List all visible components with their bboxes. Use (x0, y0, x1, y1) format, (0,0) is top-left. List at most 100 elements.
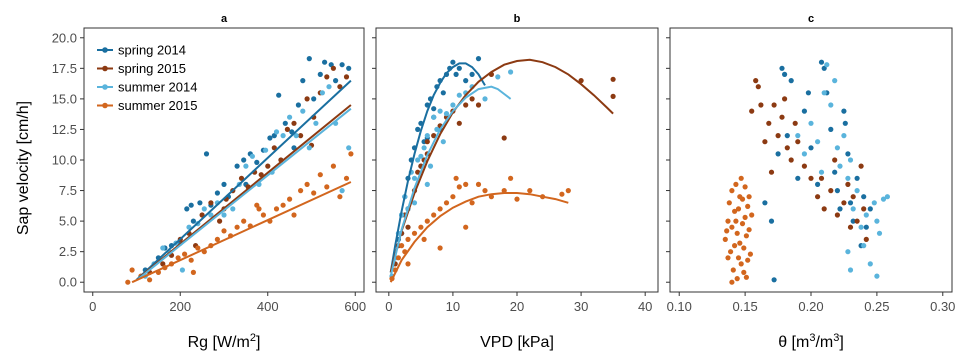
data-point (755, 84, 761, 90)
data-point (337, 84, 343, 90)
data-point (411, 200, 418, 206)
data-point (792, 120, 798, 126)
data-point (874, 273, 880, 279)
data-point (818, 169, 825, 175)
data-point (722, 236, 728, 242)
data-point (795, 175, 801, 181)
data-point (437, 206, 443, 212)
data-point (784, 145, 790, 151)
fit-line (138, 107, 352, 280)
y-tick-label: 20.0 (52, 30, 77, 45)
fit-line (389, 58, 614, 273)
data-point (295, 102, 301, 108)
legend-marker (102, 102, 108, 109)
y-tick-label: 7.5 (59, 183, 77, 198)
data-point (300, 108, 306, 114)
data-point (475, 56, 482, 62)
data-point (863, 224, 869, 230)
data-point (184, 206, 190, 212)
data-point (234, 224, 240, 230)
x-tick-label: 0.20 (798, 299, 823, 314)
data-point (834, 145, 841, 151)
data-point (884, 194, 891, 200)
data-point (282, 120, 288, 126)
plot-area (722, 59, 891, 285)
y-tick-label: 15.0 (52, 91, 77, 106)
x-axis-label: θ [m3/m3] (778, 332, 844, 351)
data-point (559, 191, 565, 197)
data-point (287, 114, 293, 120)
data-point (738, 261, 744, 267)
data-point (129, 267, 135, 273)
data-point (734, 230, 740, 236)
data-point (304, 96, 310, 102)
data-point (610, 93, 616, 99)
data-point (739, 196, 746, 202)
legend-marker (102, 84, 108, 90)
data-point (762, 139, 768, 145)
data-point (821, 206, 827, 212)
fit-line (131, 181, 352, 284)
data-point (431, 212, 437, 218)
panel-c: c 0.10 0.15 0.20 0.25 0.30 θ [m3/m3] (666, 8, 955, 351)
data-point (788, 157, 794, 163)
data-point (808, 145, 814, 151)
data-point (725, 218, 731, 224)
panel-a: a 0 200 400 600 0.0 2.5 5.0 7.5 10.0 12.5 15.0 17.5 2… (52, 8, 366, 351)
data-point (766, 120, 772, 126)
data-point (743, 233, 750, 239)
y-tick-label: 0.0 (59, 275, 77, 290)
data-point (858, 163, 864, 169)
data-point (463, 102, 469, 108)
data-point (405, 261, 411, 267)
data-point (733, 218, 739, 224)
legend-label: spring 2014 (118, 43, 186, 58)
y-tick-label: 17.5 (52, 61, 77, 76)
data-point (418, 224, 424, 230)
data-point (125, 279, 131, 285)
data-point (815, 181, 821, 187)
plot-area (389, 56, 616, 283)
data-point (729, 224, 735, 230)
data-point (415, 169, 421, 175)
data-point (815, 194, 821, 200)
panel-frame (669, 27, 953, 293)
data-point (747, 251, 754, 257)
data-point (739, 221, 746, 227)
data-point (304, 181, 310, 187)
data-point (845, 151, 851, 157)
data-point (450, 59, 456, 65)
data-point (867, 206, 873, 212)
x-tick-label: 400 (257, 299, 279, 314)
data-point (841, 133, 847, 139)
legend-label: summer 2015 (118, 98, 197, 113)
data-point (339, 62, 345, 68)
x-tick-label: 0.10 (667, 299, 692, 314)
data-point (405, 236, 411, 242)
data-point (263, 147, 269, 153)
data-point (828, 188, 834, 194)
data-point (450, 194, 456, 200)
data-point (456, 120, 462, 126)
data-point (230, 206, 236, 212)
data-point (808, 175, 814, 181)
data-point (273, 206, 280, 212)
x-tick-label: 0 (89, 299, 96, 314)
data-point (421, 236, 427, 242)
data-point (260, 212, 266, 218)
data-point (847, 200, 854, 206)
data-point (201, 206, 207, 212)
data-point (842, 120, 848, 126)
data-point (854, 188, 860, 194)
data-point (821, 90, 827, 96)
data-point (313, 120, 319, 126)
data-point (475, 181, 482, 187)
data-point (339, 188, 345, 194)
data-point (333, 78, 339, 84)
data-point (880, 196, 887, 202)
data-point (217, 218, 223, 224)
x-tick-label: 0.30 (930, 299, 955, 314)
data-point (249, 153, 255, 159)
data-point (469, 71, 475, 77)
data-point (874, 218, 880, 224)
